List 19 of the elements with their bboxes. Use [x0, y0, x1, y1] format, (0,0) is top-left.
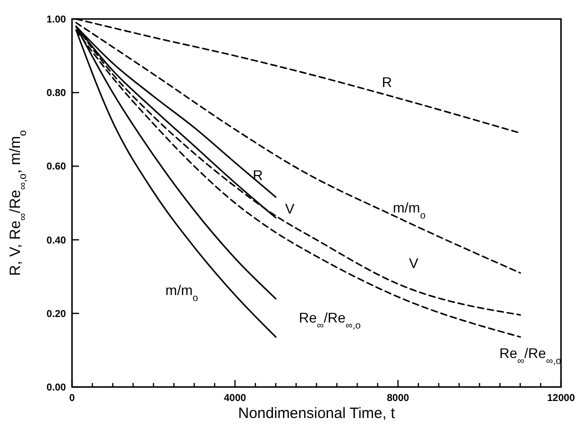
- y-tick-label: 0.00: [46, 382, 66, 394]
- x-tick-label: 0: [69, 393, 76, 404]
- x-tick-label: 8000: [386, 393, 410, 404]
- x-axis-title: Nondimensional Time, t: [238, 405, 396, 422]
- y-tick-label: 0.20: [46, 308, 66, 320]
- series-label: V: [285, 200, 296, 217]
- y-tick-label: 0.80: [46, 88, 66, 100]
- x-tick-label: 12000: [547, 393, 576, 404]
- x-tick-label: 4000: [224, 393, 247, 404]
- series-label: m/m$_{o}$: [165, 282, 199, 304]
- series-label: Re$_{∞}$/Re$_{∞,o}$: [298, 310, 362, 332]
- series-label: V: [408, 254, 419, 271]
- series-label: Re$_{∞}$/Re$_{∞,o}$: [499, 344, 562, 366]
- series-label: R: [252, 167, 263, 184]
- y-tick-label: 0.40: [46, 235, 66, 246]
- y-tick-label: 1.00: [46, 14, 66, 26]
- series-label: m/m$_{o}$: [392, 200, 426, 222]
- series-label: R: [382, 74, 392, 90]
- y-tick-label: 0.60: [46, 162, 66, 173]
